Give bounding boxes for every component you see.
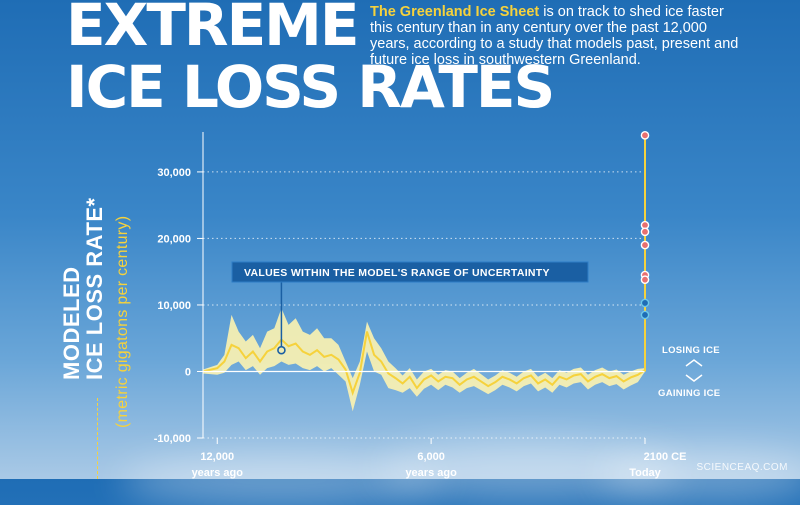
x-tick-label: 6,000 [417, 451, 445, 463]
intro-text: is on track to shed ice faster this cent… [370, 4, 739, 68]
x-tick-sublabel: years ago [192, 467, 244, 479]
future-projection-points [640, 131, 650, 320]
intro-paragraph: The Greenland Ice Sheet is on track to s… [370, 4, 745, 68]
y-tick-label: -10,000 [154, 433, 191, 445]
future-point [640, 298, 650, 308]
annotation-box [231, 261, 589, 283]
arrow-down-icon [685, 374, 703, 382]
x-tick-label: 2100 CE [644, 451, 687, 463]
source-credit: SCIENCEAQ.COM [696, 462, 788, 473]
y-tick-label: 0 [185, 366, 191, 378]
future-point [640, 227, 650, 237]
ice-loss-line [202, 331, 646, 396]
y-tick-label: 30,000 [157, 167, 191, 179]
ice-loss-chart: 30,000 20,000 10,000 0 -10,000 12,000 years a… [154, 131, 720, 479]
y-tick-label: 10,000 [157, 300, 191, 312]
y-tick-label: 20,000 [157, 233, 191, 245]
intro-highlight: The Greenland Ice Sheet [370, 4, 540, 20]
x-tick-sublabel: years ago [405, 467, 457, 479]
title-line-1: EXTREME [66, 0, 360, 59]
axis-label-dashed-connector [97, 398, 99, 479]
annotation-point [277, 345, 286, 355]
future-point [640, 131, 650, 140]
annotation-text: VALUES WITHIN THE MODEL'S RANGE OF UNCER… [244, 267, 550, 279]
arrow-up-icon [685, 359, 703, 367]
x-tick-sublabel: Today [629, 467, 661, 479]
future-point [640, 275, 650, 284]
future-point [640, 310, 650, 320]
x-axis-ticks: 12,000 years ago 6,000 years ago 2100 CE Toda… [192, 438, 687, 479]
losing-ice-label: LOSING ICE [662, 345, 720, 356]
x-tick-label: 12,000 [200, 451, 234, 463]
future-point [640, 240, 650, 250]
gaining-ice-label: GAINING ICE [658, 388, 720, 399]
uncertainty-band [203, 308, 645, 412]
chart-grid [203, 171, 645, 439]
y-axis-ticks: 30,000 20,000 10,000 0 -10,000 [154, 167, 203, 445]
